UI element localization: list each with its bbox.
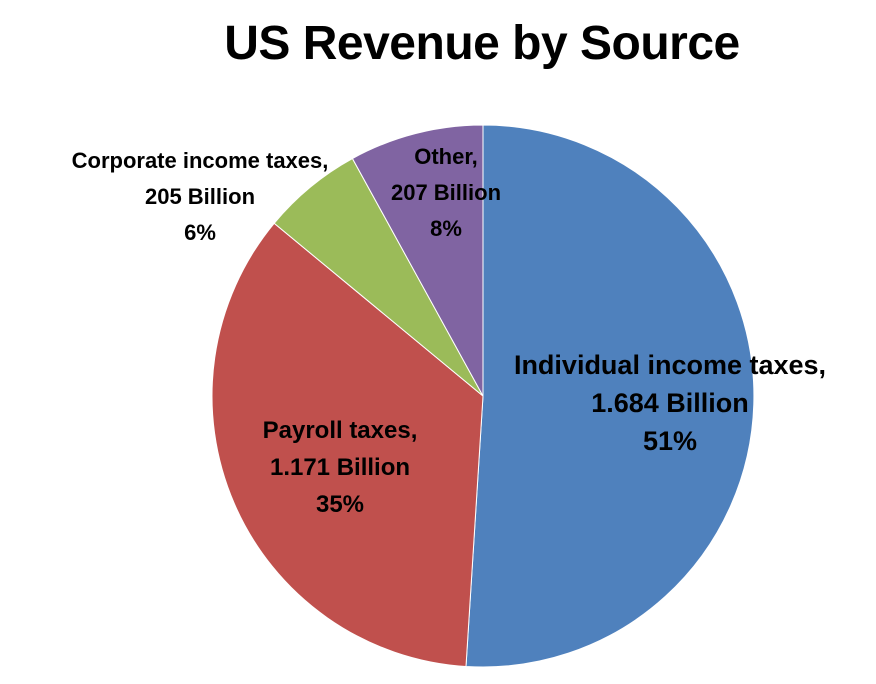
pie-slice-payroll-taxes [211, 222, 484, 668]
pie-labels: Individual income taxes, 1.684 Billion 51%… [72, 144, 826, 518]
data-label-individual-income-taxes: Individual income taxes, 1.684 Billion 51% [514, 350, 826, 456]
pie-slice-individual-income-taxes [465, 124, 755, 668]
data-label-other: Other, 207 Billion 8% [391, 144, 501, 241]
chart-title: US Revenue by Source [224, 17, 740, 70]
pie-slice-other [351, 124, 484, 397]
data-label-payroll-taxes: Payroll taxes, 1.171 Billion 35% [263, 417, 418, 518]
data-label-corporate-income-taxes: Corporate income taxes, 205 Billion 6% [72, 148, 329, 245]
pie-slices [211, 124, 755, 668]
